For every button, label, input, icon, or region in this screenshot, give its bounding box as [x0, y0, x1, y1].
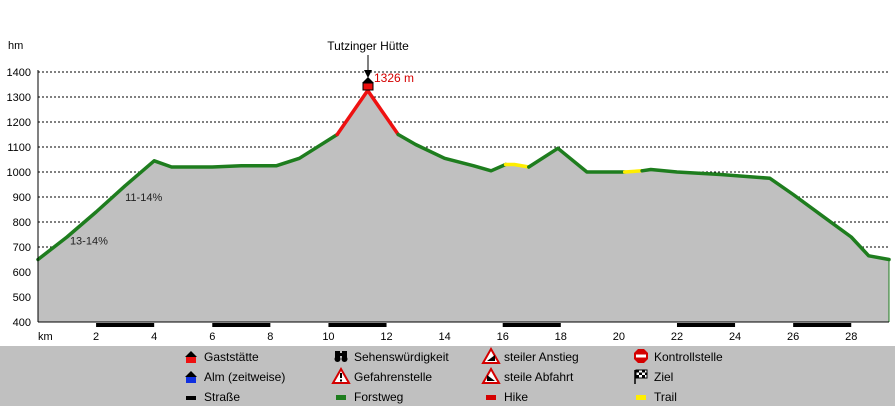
forest-road-swatch-icon [336, 395, 346, 400]
peak-elevation-label: 1326 m [374, 71, 414, 85]
y-tick-label: 600 [13, 267, 31, 279]
danger-icon [331, 366, 351, 384]
x-tick-label: 22 [671, 331, 683, 343]
legend-label: Ziel [654, 370, 673, 384]
x-tick-label: 10 [322, 331, 334, 343]
legend-item-sehenswuerdigkeit: Sehenswürdigkeit [334, 350, 449, 364]
legend-label: Gaststätte [204, 350, 259, 364]
x-tick-label: 28 [845, 331, 857, 343]
hike-swatch-icon [486, 395, 496, 400]
road-segment [793, 323, 852, 327]
y-tick-label: 1000 [7, 167, 31, 179]
x-tick-label: 16 [497, 331, 509, 343]
legend-item-hike: Hike [486, 390, 528, 404]
legend-item-steile-abfahrt: steile Abfahrt [481, 366, 574, 384]
legend-label: steile Abfahrt [504, 370, 574, 384]
stop-icon [634, 349, 648, 363]
profile-area [38, 90, 889, 322]
legend: Gaststätte Sehenswürdigkeit steiler Anst… [185, 346, 723, 404]
legend-item-ziel: Ziel [634, 369, 673, 384]
legend-item-trail: Trail [636, 390, 677, 404]
legend-item-gaststaette: Gaststätte [185, 350, 259, 364]
binoculars-icon [334, 351, 348, 362]
y-tick-label: 800 [13, 217, 31, 229]
x-tick-label: 2 [93, 331, 99, 343]
legend-item-steiler-anstieg: steiler Anstieg [481, 346, 579, 364]
y-tick-label: 1100 [7, 142, 31, 154]
x-tick-label: 20 [613, 331, 625, 343]
road-bar-track [38, 323, 889, 327]
x-tick-label: 14 [438, 331, 450, 343]
road-segment [502, 323, 561, 327]
grade-annotation: 13-14% [70, 236, 108, 248]
legend-item-strasse: Straße [186, 390, 240, 404]
elevation-area [38, 90, 889, 322]
legend-label: Alm (zeitweise) [204, 370, 285, 384]
legend-label: Forstweg [354, 390, 403, 404]
legend-label: steiler Anstieg [504, 350, 579, 364]
y-tick-label: 900 [13, 192, 31, 204]
legend-label: Straße [204, 390, 240, 404]
y-tick-label: 700 [13, 242, 31, 254]
trail-swatch-icon [636, 395, 646, 400]
y-tick-label: 1300 [7, 92, 31, 104]
x-tick-label: 26 [787, 331, 799, 343]
profile-line [36, 88, 891, 262]
gaststaette-icon [185, 351, 197, 363]
legend-item-forstweg: Forstweg [336, 390, 403, 404]
profile-segment-forstweg [396, 132, 508, 173]
road-swatch-icon [186, 396, 196, 400]
profile-segment-trail [503, 162, 531, 169]
road-segment [96, 323, 155, 327]
y-tick-label: 1200 [7, 117, 31, 129]
profile-segment-forstweg [527, 146, 627, 174]
road-bar [38, 323, 889, 327]
gaststaette-icon [362, 77, 374, 91]
x-tick-label: 12 [380, 331, 392, 343]
profile-segment-trail [622, 169, 644, 174]
peak-name: Tutzinger Hütte [327, 39, 409, 53]
peak-marker: Tutzinger Hütte 1326 m [327, 39, 414, 91]
legend-item-alm: Alm (zeitweise) [185, 370, 285, 384]
y-tick-label: 500 [13, 292, 31, 304]
x-tick-label: 18 [555, 331, 567, 343]
grade-annotation: 11-14% [125, 192, 162, 204]
legend-label: Trail [654, 390, 677, 404]
x-tick-label: 8 [267, 331, 273, 343]
y-unit-label: hm [8, 40, 23, 52]
x-tick-label: 4 [151, 331, 157, 343]
steep-ascent-icon [481, 346, 501, 364]
peak-pointer-arrowhead [364, 70, 372, 78]
legend-label: Gefahrenstelle [354, 370, 432, 384]
profile-segment-forstweg [36, 132, 339, 262]
road-segment [328, 323, 387, 327]
road-segment [676, 323, 736, 327]
legend-item-kontrollstelle: Kontrollstelle [634, 349, 723, 364]
x-unit-label: km [38, 331, 53, 343]
x-tick-label: 24 [729, 331, 741, 343]
legend-item-gefahrenstelle: Gefahrenstelle [331, 366, 432, 384]
steep-descent-icon [481, 366, 501, 384]
legend-label: Sehenswürdigkeit [354, 350, 449, 364]
y-tick-label: 400 [13, 317, 31, 329]
legend-background [0, 346, 895, 406]
legend-label: Hike [504, 390, 528, 404]
finish-flag-icon [634, 369, 648, 384]
x-tick-label: 6 [209, 331, 215, 343]
profile-segment-forstweg [640, 167, 891, 262]
road-segment [212, 323, 271, 327]
annotations: 11-14% 13-14% [70, 192, 163, 248]
y-tick-label: 1400 [7, 67, 31, 79]
alm-icon [185, 371, 197, 383]
legend-label: Kontrollstelle [654, 350, 723, 364]
